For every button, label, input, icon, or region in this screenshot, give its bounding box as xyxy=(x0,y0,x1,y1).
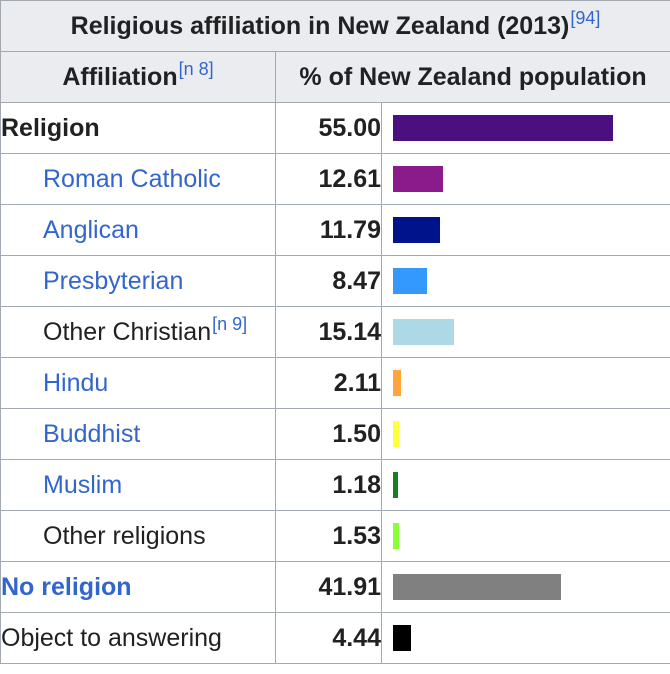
percent-value: 1.18 xyxy=(275,459,382,511)
bar-cell xyxy=(380,612,670,664)
affiliation-cell: Roman Catholic xyxy=(0,153,276,205)
affiliation-header: Affiliation[n 8] xyxy=(0,51,276,103)
table-row: Hindu 2.11 xyxy=(0,357,670,409)
bar xyxy=(393,523,399,549)
header-row: Affiliation[n 8] % of New Zealand popula… xyxy=(0,51,670,103)
affiliation-cell: Religion xyxy=(0,102,276,154)
bar-cell xyxy=(380,510,670,562)
affiliation-label: Object to answering xyxy=(1,623,222,652)
bar-cell xyxy=(380,153,670,205)
percent-value: 1.50 xyxy=(275,408,382,460)
table-row: Religion 55.00 xyxy=(0,102,670,154)
bar xyxy=(393,217,440,243)
table-row: Anglican 11.79 xyxy=(0,204,670,256)
affiliation-header-label: Affiliation xyxy=(62,62,178,91)
affiliation-link[interactable]: Roman Catholic xyxy=(43,164,221,193)
affiliation-link[interactable]: Muslim xyxy=(43,470,123,499)
bar-cell xyxy=(380,408,670,460)
table-row: Other Christian[n 9] 15.14 xyxy=(0,306,670,358)
table-row: No religion 41.91 xyxy=(0,561,670,613)
percent-value: 55.00 xyxy=(275,102,382,154)
table-caption: Religious affiliation in New Zealand (20… xyxy=(0,0,670,52)
caption-reference-link[interactable]: [94] xyxy=(570,8,601,29)
percent-value: 15.14 xyxy=(275,306,382,358)
table-row: Muslim 1.18 xyxy=(0,459,670,511)
percent-header-label: % of New Zealand population xyxy=(299,62,647,91)
caption-text: Religious affiliation in New Zealand (20… xyxy=(70,11,570,40)
bar-cell xyxy=(380,306,670,358)
affiliation-cell: Other religions xyxy=(0,510,276,562)
bar xyxy=(393,574,561,600)
affiliation-cell: Anglican xyxy=(0,204,276,256)
percent-value: 8.47 xyxy=(275,255,382,307)
bar xyxy=(393,421,399,447)
affiliation-link[interactable]: Hindu xyxy=(43,368,109,397)
bar xyxy=(393,370,401,396)
affiliation-cell: Other Christian[n 9] xyxy=(0,306,276,358)
affiliation-cell: Hindu xyxy=(0,357,276,409)
percent-value: 4.44 xyxy=(275,612,382,664)
footnote-link[interactable]: [n 9] xyxy=(212,314,248,335)
bar-cell xyxy=(380,204,670,256)
affiliation-link[interactable]: Anglican xyxy=(43,215,139,244)
affiliation-label: Other religions xyxy=(43,521,206,550)
percent-header: % of New Zealand population xyxy=(274,51,670,103)
table-body: Religion 55.00 Roman Catholic 12.61 Anglican… xyxy=(0,102,670,664)
table-row: Other religions 1.53 xyxy=(0,510,670,562)
bar xyxy=(393,319,454,345)
affiliation-label: Other Christian xyxy=(43,317,212,346)
affiliation-link[interactable]: Presbyterian xyxy=(43,266,184,295)
bar xyxy=(393,268,427,294)
affiliation-cell: Muslim xyxy=(0,459,276,511)
caption-row: Religious affiliation in New Zealand (20… xyxy=(0,0,670,52)
percent-value: 1.53 xyxy=(275,510,382,562)
affiliation-label: Religion xyxy=(1,113,100,142)
percent-value: 41.91 xyxy=(275,561,382,613)
affiliation-cell: No religion xyxy=(0,561,276,613)
percent-value: 2.11 xyxy=(275,357,382,409)
bar xyxy=(393,115,613,141)
bar xyxy=(393,472,398,498)
affiliation-link[interactable]: Buddhist xyxy=(43,419,141,448)
affiliation-cell: Presbyterian xyxy=(0,255,276,307)
table-row: Presbyterian 8.47 xyxy=(0,255,670,307)
table-row: Roman Catholic 12.61 xyxy=(0,153,670,205)
table-row: Object to answering 4.44 xyxy=(0,612,670,664)
bar-cell xyxy=(380,102,670,154)
affiliation-link[interactable]: No religion xyxy=(1,572,132,601)
bar-cell xyxy=(380,357,670,409)
bar xyxy=(393,625,411,651)
percent-value: 11.79 xyxy=(275,204,382,256)
affiliation-cell: Object to answering xyxy=(0,612,276,664)
percent-value: 12.61 xyxy=(275,153,382,205)
bar-cell xyxy=(380,255,670,307)
bar-cell xyxy=(380,459,670,511)
bar-cell xyxy=(380,561,670,613)
affiliation-note-link[interactable]: [n 8] xyxy=(178,59,214,80)
table-row: Buddhist 1.50 xyxy=(0,408,670,460)
affiliation-cell: Buddhist xyxy=(0,408,276,460)
bar xyxy=(393,166,443,192)
